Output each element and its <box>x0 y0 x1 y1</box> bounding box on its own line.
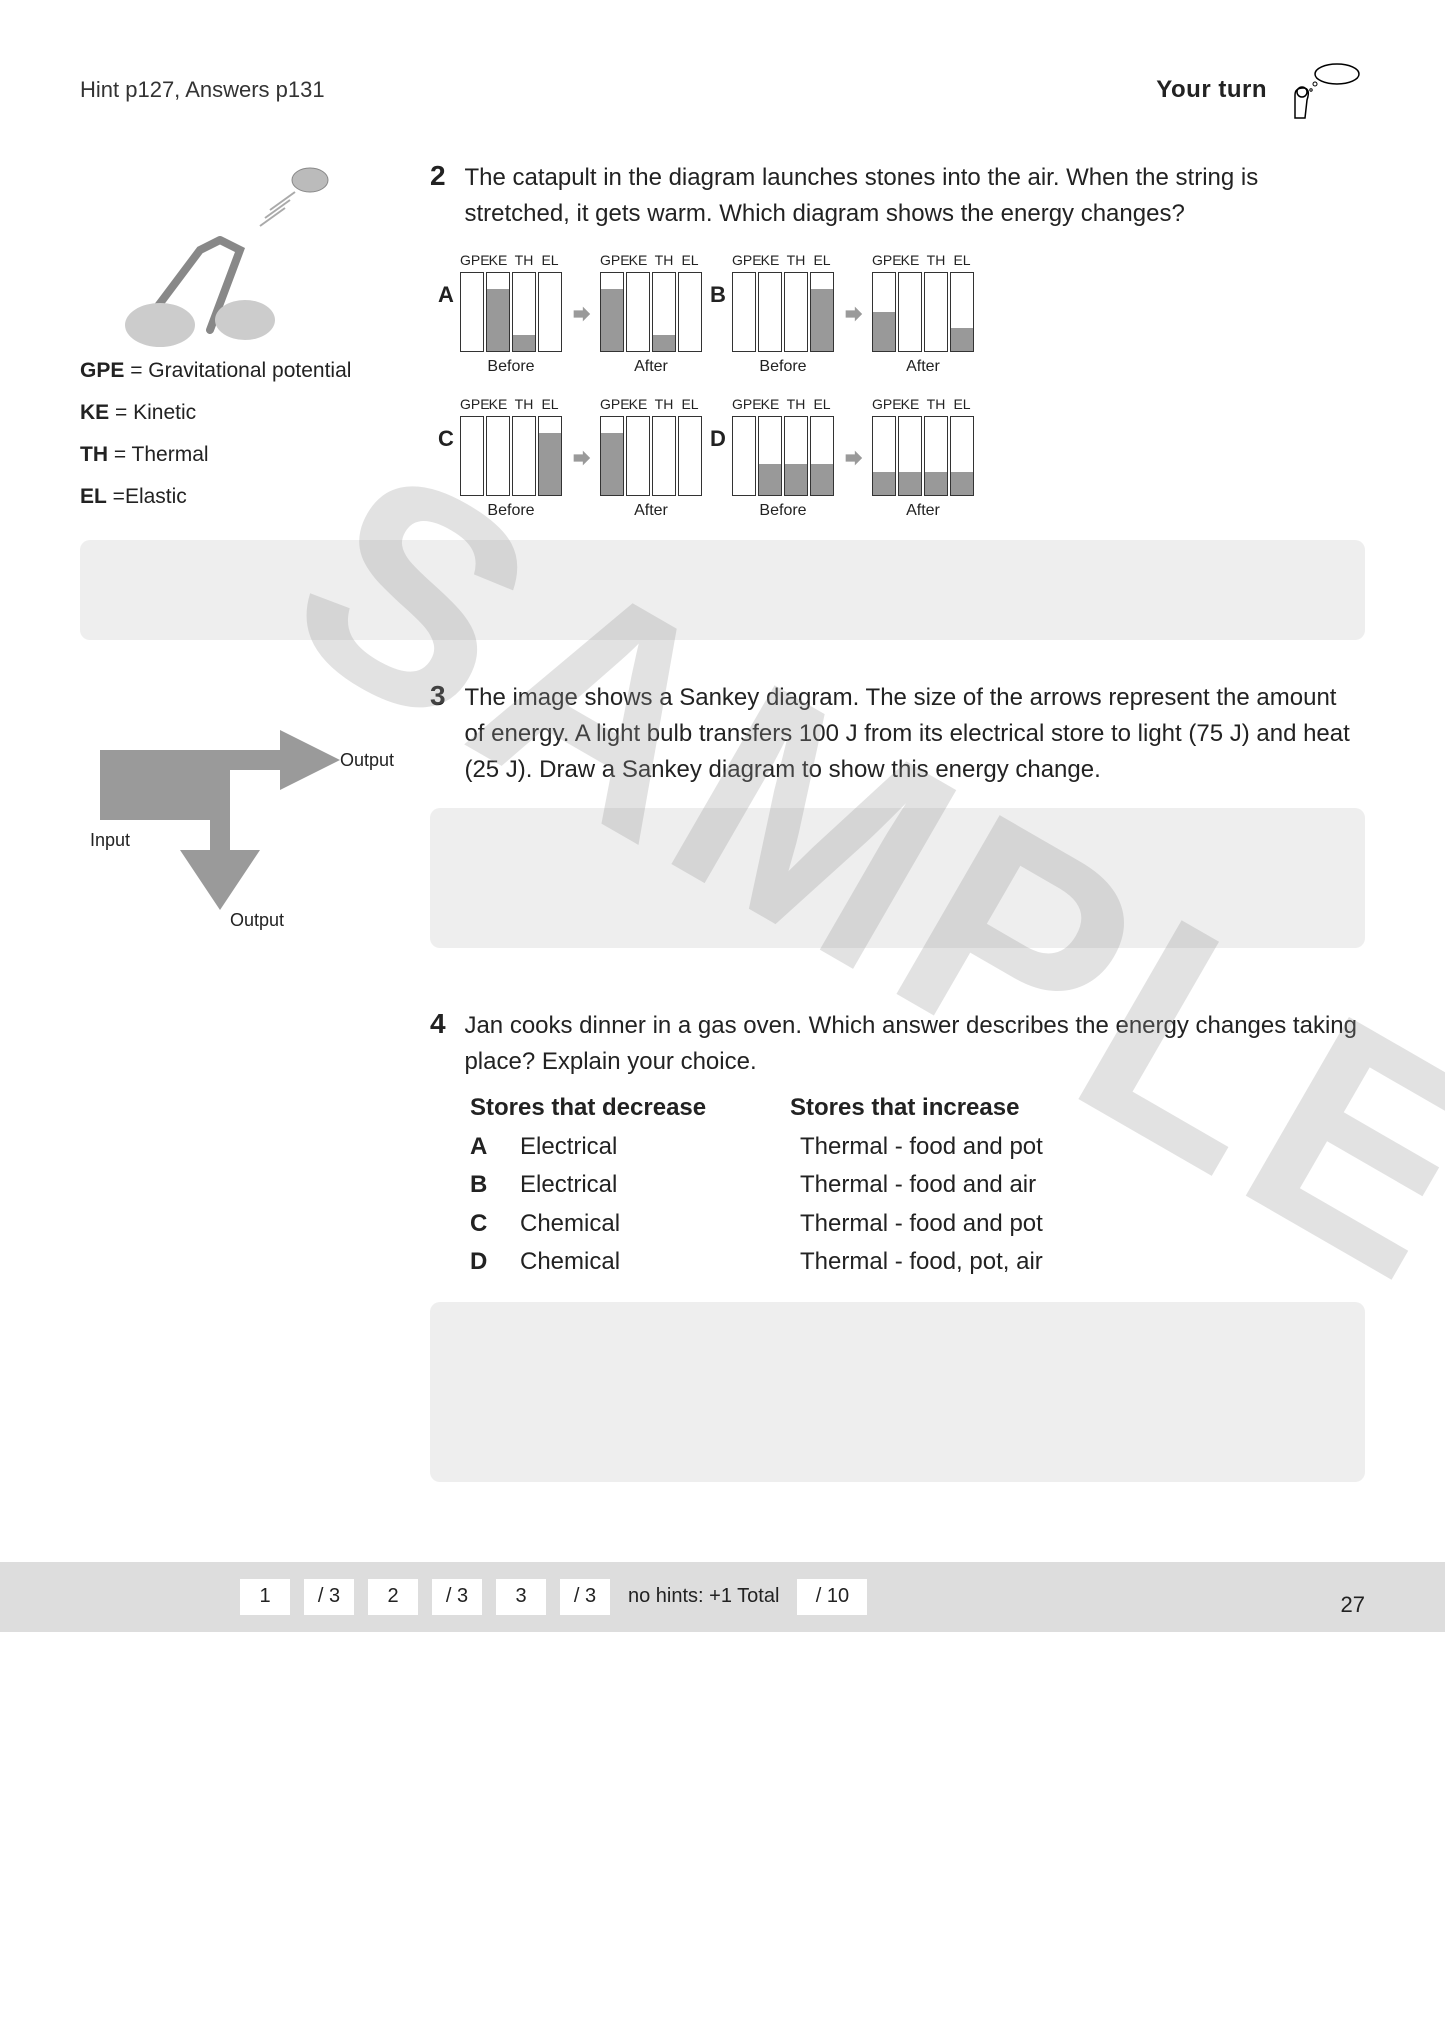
q4-answer-area[interactable] <box>430 1302 1365 1482</box>
legend-th-text: = Thermal <box>108 443 209 466</box>
bar-chart-group: GPEKETHELBefore <box>460 396 562 520</box>
q2-text: The catapult in the diagram launches sto… <box>464 160 1359 232</box>
legend-gpe-abbr: GPE <box>80 359 124 382</box>
q2-charts-row2: CGPEKETHELBeforeGPEKETHELAfter DGPEKETHE… <box>460 396 1365 520</box>
q4-number: 4 <box>430 1008 460 1040</box>
q4-text: Jan cooks dinner in a gas oven. Which an… <box>464 1008 1359 1080</box>
q2-number: 2 <box>430 160 460 192</box>
q2-option-b: BGPEKETHELBeforeGPEKETHELAfter <box>732 252 974 376</box>
q3-number: 3 <box>430 680 460 712</box>
option-letter: C <box>438 426 454 452</box>
bar-chart-group: GPEKETHELAfter <box>600 252 702 376</box>
legend-ke-abbr: KE <box>80 401 109 424</box>
arrow-right-icon <box>570 447 592 469</box>
energy-legend: GPE = Gravitational potential KE = Kinet… <box>80 350 400 518</box>
score-2-num: 2 <box>368 1579 418 1615</box>
bar-chart-group: GPEKETHELAfter <box>600 396 702 520</box>
q4-col2-header: Stores that increase <box>790 1094 1019 1122</box>
q4-row-d-letter: D <box>470 1243 500 1281</box>
q4-row-a-letter: A <box>470 1128 500 1166</box>
q3-text: The image shows a Sankey diagram. The si… <box>464 680 1359 788</box>
q4-row-c-inc: Thermal - food and pot <box>800 1205 1043 1243</box>
thinker-icon <box>1275 60 1365 120</box>
score-total[interactable]: / 10 <box>797 1579 867 1615</box>
bar-chart-group: GPEKETHELBefore <box>732 396 834 520</box>
legend-el-text: =Elastic <box>107 485 187 508</box>
q4-row-b-dec: Electrical <box>520 1166 780 1204</box>
page-number: 27 <box>1341 1592 1365 1618</box>
legend-gpe-text: = Gravitational potential <box>124 359 351 382</box>
sankey-output1-label: Output <box>340 750 394 771</box>
score-bonus-label: no hints: +1 Total <box>624 1585 783 1608</box>
q4-row-d-dec: Chemical <box>520 1243 780 1281</box>
option-letter: D <box>710 426 726 452</box>
legend-el-abbr: EL <box>80 485 107 508</box>
q4-row-c-dec: Chemical <box>520 1205 780 1243</box>
question-4-row: 4 Jan cooks dinner in a gas oven. Which … <box>80 1008 1365 1522</box>
arrow-right-icon <box>842 447 864 469</box>
arrow-right-icon <box>842 303 864 325</box>
sankey-diagram: Input Output Output <box>80 710 400 930</box>
hint-reference: Hint p127, Answers p131 <box>80 77 325 103</box>
q2-option-d: DGPEKETHELBeforeGPEKETHELAfter <box>732 396 974 520</box>
bar-chart-group: GPEKETHELBefore <box>732 252 834 376</box>
score-3-max[interactable]: / 3 <box>560 1579 610 1615</box>
q4-table: Stores that decrease Stores that increas… <box>470 1094 1365 1282</box>
q2-answer-area[interactable] <box>80 540 1365 640</box>
q4-col1-header: Stores that decrease <box>470 1094 770 1122</box>
score-footer: 1 / 3 2 / 3 3 / 3 no hints: +1 Total / 1… <box>0 1562 1445 1632</box>
option-letter: A <box>438 282 454 308</box>
bar-chart-group: GPEKETHELAfter <box>872 396 974 520</box>
catapult-image <box>80 160 360 340</box>
arrow-right-icon <box>570 303 592 325</box>
q4-row-a-dec: Electrical <box>520 1128 780 1166</box>
q2-option-c: CGPEKETHELBeforeGPEKETHELAfter <box>460 396 702 520</box>
q2-charts-row1: AGPEKETHELBeforeGPEKETHELAfter BGPEKETHE… <box>460 252 1365 376</box>
bar-chart-group: GPEKETHELBefore <box>460 252 562 376</box>
q4-row-a-inc: Thermal - food and pot <box>800 1128 1043 1166</box>
question-2-row: GPE = Gravitational potential KE = Kinet… <box>80 160 1365 520</box>
your-turn-badge: Your turn <box>1156 60 1365 120</box>
q4-row-c-letter: C <box>470 1205 500 1243</box>
score-3-num: 3 <box>496 1579 546 1615</box>
score-1-max[interactable]: / 3 <box>304 1579 354 1615</box>
page-header: Hint p127, Answers p131 Your turn <box>80 60 1365 120</box>
your-turn-label: Your turn <box>1156 76 1267 104</box>
q4-row-b-inc: Thermal - food and air <box>800 1166 1036 1204</box>
score-1-num: 1 <box>240 1579 290 1615</box>
score-2-max[interactable]: / 3 <box>432 1579 482 1615</box>
q4-row-d-inc: Thermal - food, pot, air <box>800 1243 1043 1281</box>
option-letter: B <box>710 282 726 308</box>
sankey-output2-label: Output <box>230 910 284 931</box>
q4-row-b-letter: B <box>470 1166 500 1204</box>
legend-ke-text: = Kinetic <box>109 401 196 424</box>
q2-option-a: AGPEKETHELBeforeGPEKETHELAfter <box>460 252 702 376</box>
sankey-input-label: Input <box>90 830 130 851</box>
bar-chart-group: GPEKETHELAfter <box>872 252 974 376</box>
legend-th-abbr: TH <box>80 443 108 466</box>
q3-answer-area[interactable] <box>430 808 1365 948</box>
question-3-row: Input Output Output 3 The image shows a … <box>80 680 1365 988</box>
